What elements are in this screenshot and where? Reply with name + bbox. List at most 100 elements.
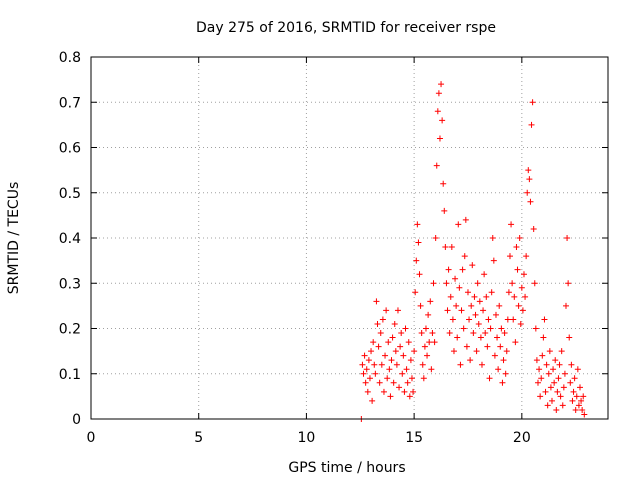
data-point	[482, 330, 489, 337]
data-point	[546, 348, 553, 355]
data-point	[491, 352, 498, 359]
data-point	[566, 334, 573, 341]
data-point	[512, 339, 519, 346]
data-point	[398, 330, 405, 337]
data-point	[538, 375, 545, 382]
data-point	[548, 397, 555, 404]
data-point	[411, 348, 418, 355]
data-point	[442, 244, 449, 251]
data-point	[472, 311, 479, 318]
y-tick-label: 0	[72, 412, 81, 428]
x-tick-label: 10	[298, 430, 316, 446]
data-point	[468, 302, 475, 309]
data-point	[433, 162, 440, 169]
data-point	[483, 293, 490, 300]
data-point	[485, 316, 492, 323]
data-point	[458, 307, 465, 314]
data-point	[497, 343, 504, 350]
data-point	[384, 375, 391, 382]
data-point	[379, 316, 386, 323]
data-point	[536, 366, 543, 373]
data-point	[408, 375, 415, 382]
data-point	[495, 366, 502, 373]
data-point	[425, 311, 432, 318]
data-point	[490, 257, 497, 264]
data-point	[419, 361, 426, 368]
data-point	[514, 266, 521, 273]
data-point	[360, 370, 367, 377]
data-point	[477, 334, 484, 341]
data-point	[450, 348, 457, 355]
data-point	[508, 221, 515, 228]
grid	[91, 57, 608, 419]
data-point	[363, 366, 370, 373]
data-point	[412, 289, 419, 296]
data-point	[362, 379, 369, 386]
data-point	[545, 370, 552, 377]
data-point	[447, 293, 454, 300]
x-axis-ticks: 0 5 10 15 20	[87, 57, 531, 446]
x-tick-label: 15	[405, 430, 423, 446]
data-point	[462, 216, 469, 223]
data-point	[541, 316, 548, 323]
data-point	[382, 352, 389, 359]
data-point	[413, 257, 420, 264]
data-point	[438, 81, 445, 88]
data-point	[473, 348, 480, 355]
data-point	[432, 235, 439, 241]
data-point	[575, 402, 582, 409]
data-point	[467, 357, 474, 364]
x-tick-label: 5	[194, 430, 203, 446]
data-point	[454, 334, 461, 341]
data-point	[502, 370, 509, 377]
data-point	[441, 207, 448, 214]
data-point	[480, 307, 487, 314]
data-point	[448, 244, 455, 251]
data-point	[469, 262, 476, 269]
data-point	[478, 361, 485, 368]
data-point	[456, 284, 463, 291]
data-point	[439, 117, 446, 124]
y-tick-label: 0.7	[59, 95, 81, 111]
data-point	[449, 316, 456, 323]
data-point	[470, 330, 477, 337]
data-point	[569, 397, 576, 404]
data-point	[560, 384, 567, 391]
chart-title: Day 275 of 2016, SRMTID for receiver rsp…	[196, 20, 496, 36]
data-point	[361, 352, 368, 359]
data-point	[532, 325, 539, 332]
data-point	[445, 266, 452, 273]
data-point	[494, 334, 501, 341]
data-point	[380, 388, 387, 395]
data-point	[434, 108, 441, 115]
data-point	[518, 284, 525, 291]
data-point	[474, 280, 481, 287]
data-point	[389, 334, 396, 341]
data-point	[500, 357, 507, 364]
data-point	[371, 361, 378, 368]
data-point	[364, 388, 371, 395]
data-point	[524, 189, 531, 196]
data-point	[421, 343, 428, 350]
data-point	[510, 316, 517, 323]
data-point	[394, 307, 401, 314]
y-axis-ticks: 0 0.1 0.2 0.3 0.4 0.5 0.6 0.7 0.8	[59, 50, 608, 428]
data-point	[444, 307, 451, 314]
data-point	[551, 379, 558, 386]
data-point	[529, 99, 536, 106]
data-point	[427, 298, 434, 305]
data-point	[390, 379, 397, 386]
data-point	[489, 235, 496, 241]
data-point	[562, 302, 569, 309]
data-point	[375, 343, 382, 350]
data-point	[388, 357, 395, 364]
data-point	[522, 293, 529, 300]
data-point	[553, 406, 560, 413]
data-point	[509, 280, 516, 287]
data-point	[573, 393, 580, 400]
y-tick-label: 0.6	[59, 141, 81, 157]
data-point	[430, 280, 437, 287]
data-point	[422, 325, 429, 332]
data-point	[567, 379, 574, 386]
data-point	[359, 361, 366, 368]
